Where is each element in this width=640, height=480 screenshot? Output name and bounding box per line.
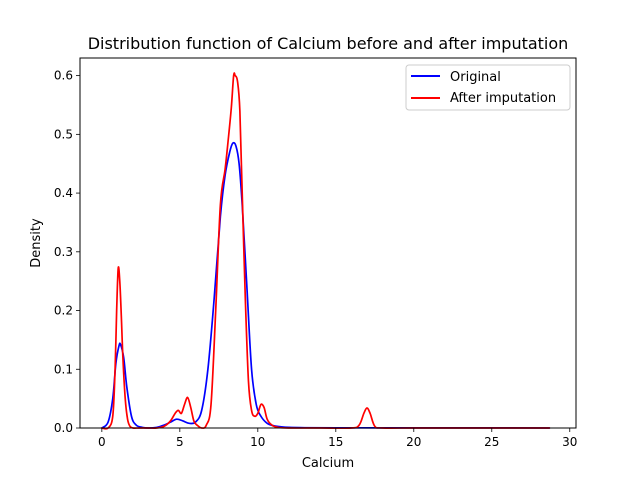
chart-title: Distribution function of Calcium before … (88, 34, 569, 53)
y-tick-label: 0.6 (54, 69, 73, 83)
y-tick-label: 0.4 (54, 186, 73, 200)
y-tick-label: 0.5 (54, 127, 73, 141)
y-tick-label: 0.2 (54, 304, 73, 318)
x-axis-label: Calcium (302, 456, 354, 471)
legend-label-original: Original (450, 70, 501, 85)
x-tick-label: 30 (562, 435, 577, 449)
x-tick-label: 10 (250, 435, 265, 449)
x-tick-label: 0 (98, 435, 106, 449)
y-tick-label: 0.3 (54, 245, 73, 259)
legend: Original After imputation (406, 65, 570, 110)
legend-label-after-imputation: After imputation (450, 91, 556, 106)
x-tick-label: 5 (176, 435, 184, 449)
x-tick-label: 15 (328, 435, 343, 449)
y-tick-label: 0.1 (54, 362, 73, 376)
x-tick-label: 25 (484, 435, 499, 449)
y-tick-label: 0.0 (54, 421, 73, 435)
y-axis-label: Density (29, 218, 44, 268)
x-tick-label: 20 (406, 435, 421, 449)
